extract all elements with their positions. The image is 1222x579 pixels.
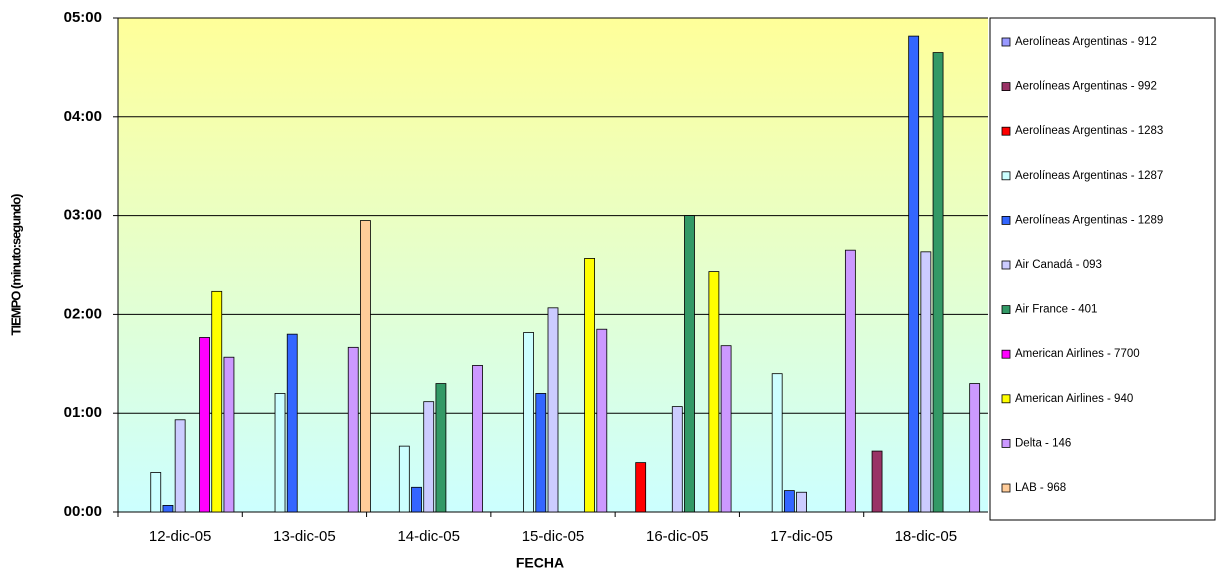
x-tick-label: 17-dic-05 — [770, 528, 833, 545]
legend-label: American Airlines - 940 — [1015, 393, 1133, 405]
bar — [584, 258, 595, 513]
x-tick-label: 15-dic-05 — [522, 528, 585, 545]
bar — [844, 249, 856, 513]
legend-label: Aerolíneas Argentinas - 912 — [1015, 36, 1157, 48]
x-tick-label: 16-dic-05 — [646, 528, 709, 545]
legend-label: Aerolíneas Argentinas - 1287 — [1015, 170, 1163, 182]
bar — [796, 491, 807, 513]
legend — [989, 17, 1216, 521]
x-tick-label: 14-dic-05 — [397, 528, 460, 545]
bar — [535, 393, 547, 513]
bar — [920, 251, 932, 513]
bar — [523, 332, 534, 513]
legend-label: Air France - 401 — [1015, 304, 1097, 316]
y-tick-label: 05:00 — [64, 9, 102, 26]
legend-label: Aerolíneas Argentinas - 992 — [1015, 81, 1157, 93]
bar — [783, 490, 795, 513]
bar — [472, 365, 483, 513]
bar — [360, 220, 371, 513]
legend-label: Aerolíneas Argentinas - 1289 — [1015, 214, 1163, 226]
bar — [684, 215, 695, 513]
y-tick-label: 04:00 — [64, 108, 102, 125]
legend-swatch — [1001, 349, 1011, 359]
legend-swatch — [1001, 82, 1011, 91]
bar — [211, 290, 223, 513]
bar — [871, 450, 883, 513]
bar — [435, 383, 447, 513]
legend-label: Air Canadá - 093 — [1015, 259, 1102, 271]
bar — [274, 393, 286, 513]
bar — [199, 337, 210, 513]
y-tick-label: 00:00 — [64, 503, 102, 520]
legend-label: LAB - 968 — [1015, 482, 1066, 494]
bar — [720, 345, 732, 513]
legend-swatch — [1001, 215, 1011, 225]
x-tick-label: 12-dic-05 — [149, 528, 212, 545]
y-axis-label: TIEMPO (minuto:segundo) — [8, 194, 23, 336]
legend-swatch — [1001, 126, 1011, 136]
bar — [708, 271, 720, 513]
legend-swatch — [1001, 394, 1011, 404]
bar — [398, 445, 410, 513]
bar — [969, 383, 981, 513]
bar — [547, 307, 559, 513]
legend-swatch — [1001, 260, 1011, 270]
legend-label: Aerolíneas Argentinas - 1283 — [1015, 125, 1163, 137]
x-tick-label: 18-dic-05 — [895, 528, 958, 545]
legend-swatch — [1001, 438, 1011, 448]
legend-swatch — [1001, 483, 1011, 493]
legend-swatch — [1001, 305, 1011, 315]
bar — [150, 472, 162, 513]
bar — [635, 462, 647, 513]
legend-swatch — [1001, 171, 1011, 181]
bar — [347, 346, 359, 513]
y-tick-label: 03:00 — [64, 207, 102, 224]
y-tick-label: 01:00 — [64, 404, 102, 421]
bar — [596, 328, 608, 513]
bar — [671, 406, 683, 513]
bar — [771, 373, 783, 513]
y-tick-label: 02:00 — [64, 305, 102, 322]
x-axis-label: FECHA — [516, 555, 564, 571]
x-tick-label: 13-dic-05 — [273, 528, 336, 545]
bar — [411, 486, 422, 513]
bar — [423, 401, 435, 513]
bar — [162, 505, 174, 513]
legend-swatch — [1001, 37, 1011, 47]
bar — [223, 356, 235, 513]
bar — [908, 35, 920, 513]
bar — [932, 52, 944, 513]
bar — [286, 333, 298, 513]
legend-label: Delta - 146 — [1015, 437, 1071, 449]
bar — [174, 419, 186, 513]
legend-label: American Airlines - 7700 — [1015, 348, 1140, 360]
